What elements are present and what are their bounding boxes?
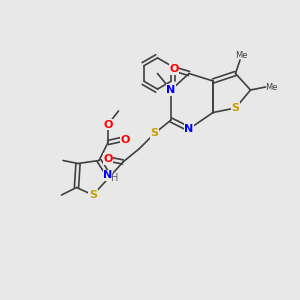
Text: S: S — [89, 190, 97, 200]
Text: O: O — [103, 154, 113, 164]
Text: S: S — [151, 128, 158, 139]
Text: N: N — [103, 170, 112, 181]
Text: Me: Me — [235, 51, 248, 60]
Text: O: O — [120, 134, 130, 145]
Text: H: H — [111, 172, 118, 183]
Text: N: N — [167, 85, 176, 95]
Text: S: S — [232, 103, 239, 113]
Text: O: O — [103, 119, 113, 130]
Text: Me: Me — [265, 82, 277, 91]
Text: N: N — [184, 124, 194, 134]
Text: O: O — [169, 64, 179, 74]
